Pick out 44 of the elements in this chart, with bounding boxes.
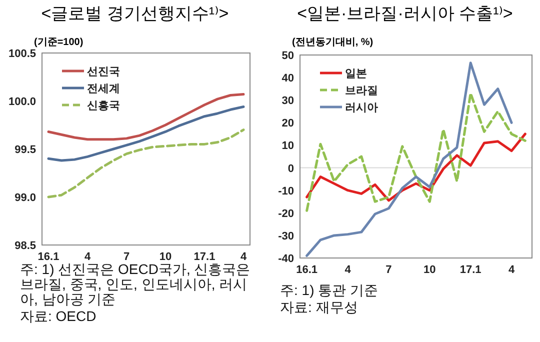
text: 주: 1) 통관 기준 [280, 282, 380, 298]
y-tick-label: 20 [282, 118, 294, 130]
y-axis-title: (전년동기대비, %) [292, 36, 374, 49]
y-tick-label: -30 [278, 230, 294, 242]
y-tick-label: 100.0 [8, 96, 36, 108]
x-tick-label: 10 [159, 251, 172, 263]
chart-title: <글로벌 경기선행지수¹⁾> [40, 3, 230, 25]
x-tick-label: 4 [344, 264, 352, 276]
x-tick-label: 4 [84, 251, 92, 263]
x-tick-label: 10 [424, 264, 436, 276]
text: 주: 1) 선진국은 OECD국가, 신흥국은 브라질, 중국, 인도, 인도네시아, 러시아, 남아공 기준 [20, 261, 252, 307]
x-tick-label: 17.1 [460, 264, 482, 276]
line-series [47, 128, 245, 198]
y-tick-label: 98.5 [14, 240, 36, 252]
y-tick-label: -20 [278, 208, 294, 220]
legend-label: 일본 [345, 68, 367, 80]
y-tick-label: 0 [288, 162, 294, 175]
x-tick-label: 4 [508, 264, 516, 276]
y-tick-label: 40 [282, 72, 294, 85]
y-tick-label: -10 [278, 185, 294, 198]
y-tick-label: 100.5 [8, 48, 36, 60]
legend-label: 선진국 [87, 66, 120, 78]
y-tick-label: 99.5 [14, 144, 36, 156]
x-tick-label: 17.1 [194, 251, 216, 263]
x-tick-label: 7 [386, 264, 392, 276]
text: 자료: 재무성 [280, 299, 359, 315]
y-tick-label: 99.0 [14, 192, 36, 204]
y-tick-label: 10 [282, 140, 294, 152]
line-series [306, 62, 513, 257]
legend-label: 전세계 [87, 83, 120, 95]
chart-title: <일본·브라질·러시아 수출¹⁾> [296, 3, 514, 25]
y-axis-title: (기준=100) [34, 36, 84, 49]
x-tick-label: 7 [123, 251, 130, 263]
legend-label: 브라질 [345, 85, 378, 97]
line-series [47, 93, 245, 141]
legend-label: 신흥국 [87, 100, 120, 112]
y-tick-label: -40 [278, 253, 294, 265]
x-tick-label: 16.1 [38, 251, 60, 263]
legend-label: 러시아 [345, 102, 378, 114]
y-tick-label: 50 [282, 50, 294, 62]
text: 자료: OECD [20, 308, 98, 324]
x-tick-label: 4 [240, 251, 248, 263]
x-tick-label: 16.1 [296, 264, 318, 276]
y-tick-label: 30 [282, 95, 294, 108]
